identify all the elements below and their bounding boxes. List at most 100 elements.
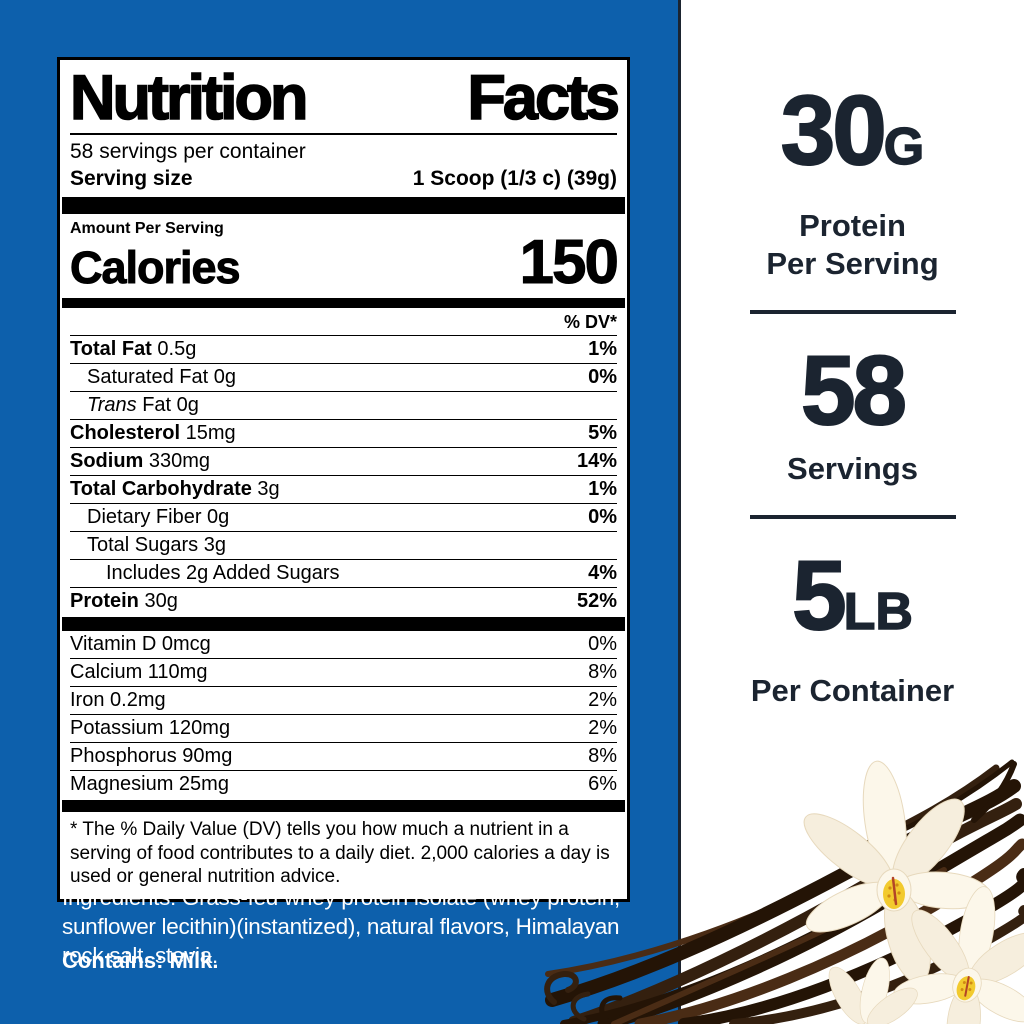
callout-label-line: Per Serving xyxy=(766,246,939,281)
nutrient-row: Total Sugars 3g xyxy=(70,532,617,560)
label-title-word: Nutrition xyxy=(69,63,309,133)
thick-divider-bar xyxy=(62,617,625,631)
vitamin-row: Iron 0.2mg 2% xyxy=(70,687,617,715)
nutrient-amount: 0g xyxy=(208,366,236,388)
nutrient-name: Trans Fat 0g xyxy=(87,394,199,416)
callout-value: 58 xyxy=(681,340,1024,440)
nutrient-dv: 5% xyxy=(588,422,617,444)
vitamin-row: Calcium 110mg 8% xyxy=(70,659,617,687)
nutrient-row: Cholesterol 15mg 5% xyxy=(70,420,617,448)
nutrient-amount: 30g xyxy=(138,590,178,612)
amount-per-serving: Amount Per Serving xyxy=(70,220,224,237)
vitamin-dv: 8% xyxy=(588,745,617,767)
callout-number: 58 xyxy=(800,335,908,445)
nutrient-amount: 15mg xyxy=(180,422,236,444)
vitamin-dv: 0% xyxy=(588,633,617,655)
nutrient-row: Dietary Fiber 0g 0% xyxy=(70,504,617,532)
nutrient-dv: 4% xyxy=(588,562,617,584)
serving-size-label: Serving size xyxy=(70,167,193,190)
panel-divider-line xyxy=(678,0,681,1024)
nutrient-name-text: Dietary Fiber xyxy=(87,506,202,528)
vitamin-row: Magnesium 25mg 6% xyxy=(70,771,617,798)
nutrient-name-text: Cholesterol xyxy=(70,422,181,444)
nutrient-amount: 3g xyxy=(198,534,226,556)
vitamin-dv: 2% xyxy=(588,689,617,711)
nutrient-row: Trans Fat 0g xyxy=(70,392,617,420)
nutrient-name-text: Total Carbohydrate xyxy=(70,478,252,500)
callout-divider xyxy=(749,310,956,314)
nutrient-dv: 1% xyxy=(588,478,617,500)
callout-number: 30 xyxy=(780,75,888,185)
nutrition-facts-label: Nutrition Facts 58 servings per container… xyxy=(57,57,630,902)
nutrient-name: Saturated Fat 0g xyxy=(87,364,236,391)
callout: 58 Servings xyxy=(681,340,1024,488)
serving-size-value: 1 Scoop (1/3 c) (39g) xyxy=(412,167,617,190)
ingredients-text: Ingredients: Grass-fed whey protein isol… xyxy=(62,885,620,968)
vitamin-dv: 2% xyxy=(588,717,617,739)
callout-number: 5 xyxy=(791,540,847,650)
callout-label-line: Per Container xyxy=(750,673,955,708)
callout: 30G Protein Per Serving xyxy=(681,80,1024,283)
nutrient-name-text: Total Fat xyxy=(70,338,152,360)
label-title: Nutrition Facts xyxy=(69,63,621,135)
vitamin-name: Magnesium 25mg xyxy=(70,773,229,795)
medium-divider-bar xyxy=(62,298,625,308)
nutrient-amount: 0g xyxy=(171,394,199,416)
daily-value-header: % DV* xyxy=(70,308,617,336)
callout-panel-content: 30G Protein Per Serving 58 Servings 5LB Per Co… xyxy=(681,0,1024,710)
label-title-word: Facts xyxy=(467,63,621,133)
nutrient-rows: Total Fat 0.5g 1% Saturated Fat 0g 0% Trans … xyxy=(70,336,617,615)
vitamin-row: Vitamin D 0mcg 0% xyxy=(70,631,617,659)
nutrient-row: Total Fat 0.5g 1% xyxy=(70,336,617,364)
serving-size-row: Serving size 1 Scoop (1/3 c) (39g) xyxy=(70,165,617,193)
callout-label: Protein Per Serving xyxy=(681,207,1024,283)
thick-divider-bar xyxy=(62,800,625,812)
nutrient-name-text: Protein xyxy=(70,590,139,612)
callout-label-line: Servings xyxy=(787,451,918,486)
callout-value: 5LB xyxy=(681,545,1024,658)
callout-label: Servings xyxy=(681,450,1024,488)
nutrient-name: Dietary Fiber 0g xyxy=(87,504,229,531)
callout-label-line: Protein xyxy=(799,208,906,243)
nutrient-name: Cholesterol 15mg xyxy=(70,420,236,447)
vitamin-name: Vitamin D 0mcg xyxy=(70,633,211,655)
callout-value: 30G xyxy=(681,80,1024,193)
vitamin-name: Iron 0.2mg xyxy=(70,689,166,711)
vitamin-rows: Vitamin D 0mcg 0% Calcium 110mg 8% Iron 0.2m… xyxy=(70,631,617,798)
nutrient-amount: 3g xyxy=(251,478,280,500)
nutrient-dv: 14% xyxy=(576,450,617,472)
nutrient-dv: 0% xyxy=(588,366,617,388)
nutrient-name: Includes 2g Added Sugars xyxy=(106,560,340,587)
nutrient-name-text: Sodium xyxy=(70,450,144,472)
vitamin-row: Phosphorus 90mg 8% xyxy=(70,743,617,771)
nutrient-name-text: Fat xyxy=(136,394,172,416)
nutrient-amount: 0.5g xyxy=(151,338,197,360)
vitamin-dv: 6% xyxy=(588,773,617,795)
callout-unit: G xyxy=(883,117,925,176)
nutrient-amount: 330mg xyxy=(143,450,211,472)
calories-row: Calories 150 xyxy=(70,228,620,297)
nutrient-name: Sodium 330mg xyxy=(70,448,210,475)
calories-value: 150 xyxy=(519,228,619,297)
thick-divider-bar xyxy=(62,197,625,214)
vitamin-row: Potassium 120mg 2% xyxy=(70,715,617,743)
callout-label: Per Container xyxy=(681,672,1024,710)
callout-divider xyxy=(749,515,956,519)
nutrient-name-text: Includes 2g Added Sugars xyxy=(106,562,340,584)
daily-value-footnote: * The % Daily Value (DV) tells you how m… xyxy=(70,819,610,887)
nutrient-row: Total Carbohydrate 3g 1% xyxy=(70,476,617,504)
servings-per-container: 58 servings per container xyxy=(70,140,306,163)
nutrient-name-text: Saturated Fat xyxy=(87,366,209,388)
nutrient-name: Protein 30g xyxy=(70,588,178,615)
nutrient-name: Total Fat 0.5g xyxy=(70,336,196,363)
nutrient-name: Total Sugars 3g xyxy=(87,532,226,559)
nutrient-row: Protein 30g 52% xyxy=(70,588,617,615)
nutrient-dv: 52% xyxy=(576,590,617,612)
nutrient-dv: 1% xyxy=(588,338,617,360)
nutrient-row: Saturated Fat 0g 0% xyxy=(70,364,617,392)
vitamin-name: Potassium 120mg xyxy=(70,717,231,739)
nutrient-row: Sodium 330mg 14% xyxy=(70,448,617,476)
nutrient-row: Includes 2g Added Sugars 4% xyxy=(70,560,617,588)
calories-label: Calories xyxy=(70,242,242,294)
contains-text: Contains: Milk. xyxy=(62,948,219,973)
